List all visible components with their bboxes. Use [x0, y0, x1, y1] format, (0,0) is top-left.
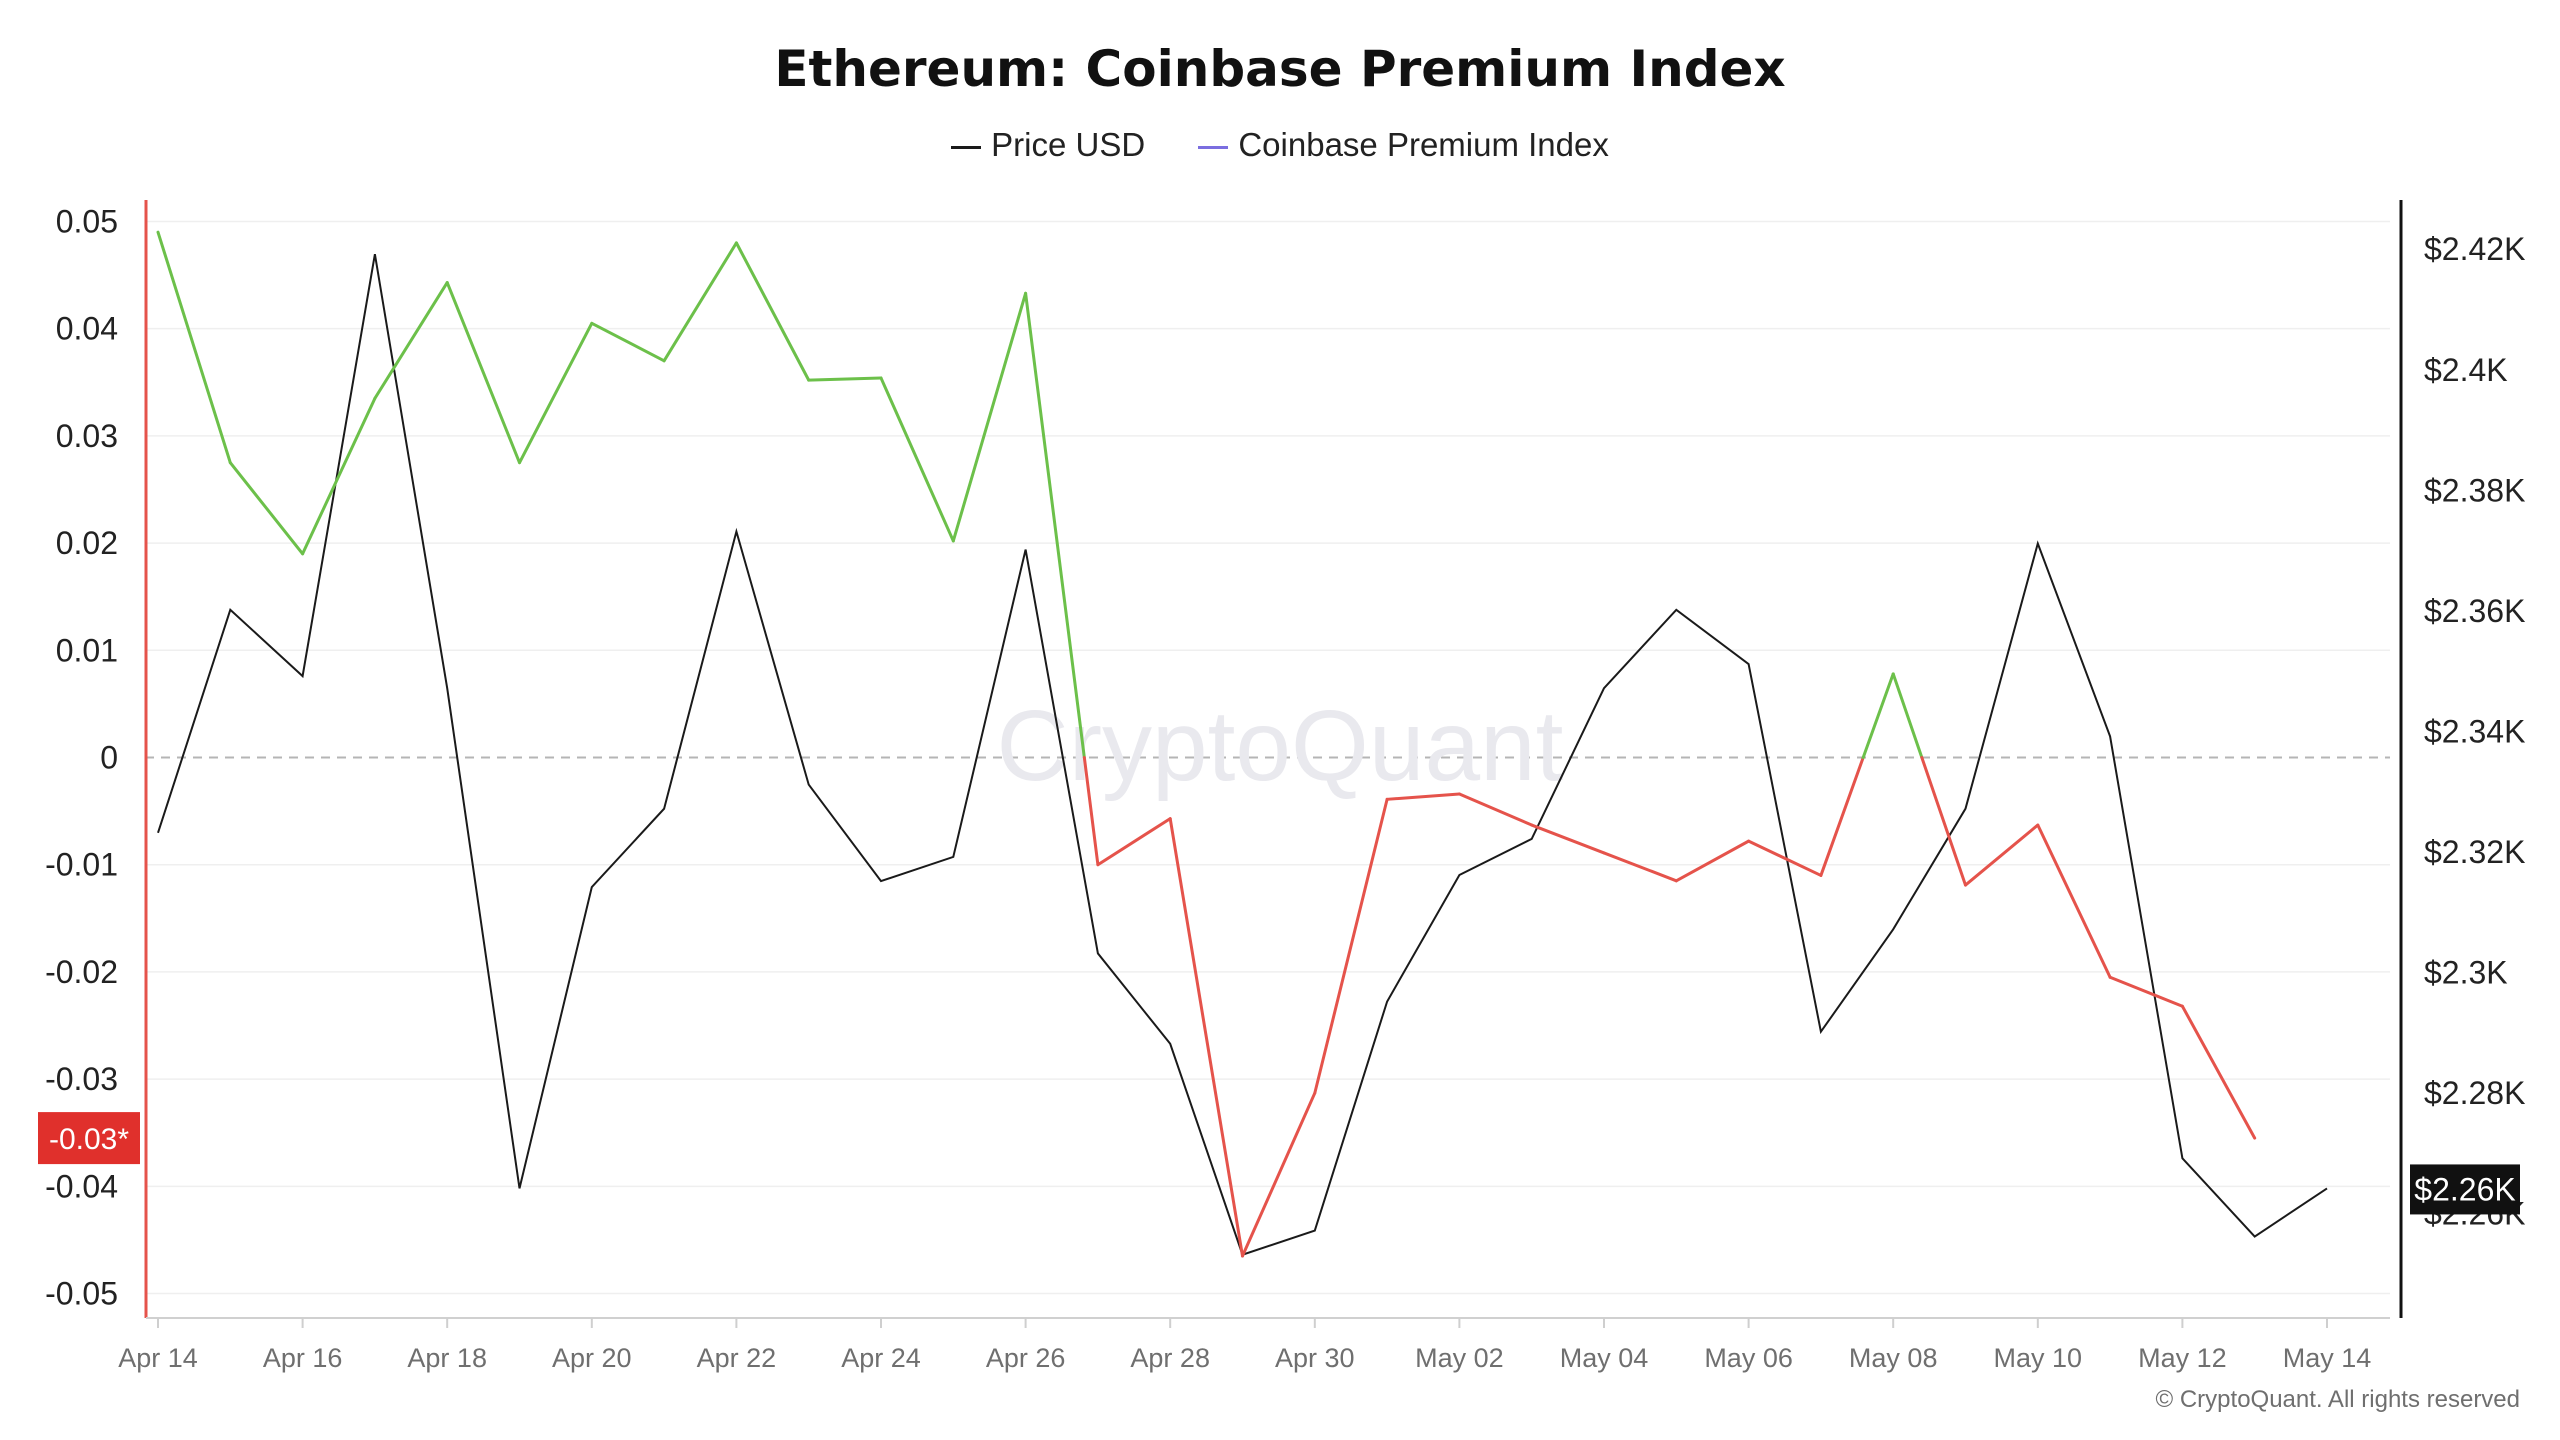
- series-segment-premium: [1674, 839, 1751, 883]
- y-left-tick-label: 0.03: [56, 418, 118, 454]
- series-segment-premium: [1602, 851, 1678, 883]
- current-premium-badge-label: -0.03*: [49, 1123, 129, 1156]
- series-segment-premium: [1964, 823, 2040, 887]
- y-left-tick-label: 0.02: [56, 525, 118, 561]
- y-right-tick-label: $2.42K: [2424, 231, 2525, 267]
- series-segment-premium: [228, 461, 305, 556]
- series-layer: [156, 230, 2328, 1258]
- x-tick-label: Apr 20: [552, 1343, 632, 1373]
- axis-layer: 0.05 0.04 0.03 0.02 0.01 0 -0.01 -0.02 -0.03 -0.0…: [45, 200, 2525, 1373]
- x-tick-label: May 02: [1415, 1343, 1504, 1373]
- series-segment-premium: [1747, 839, 1823, 877]
- series-segment-premium: [1457, 792, 1534, 827]
- current-premium-badge: [38, 1112, 140, 1165]
- series-segment-premium: [1920, 756, 1967, 887]
- y-right-tick-label: $2.32K: [2424, 834, 2525, 870]
- series-segment-premium: [1082, 756, 1100, 867]
- series-segment-premium: [1168, 817, 1244, 1258]
- chart-legend: Price USD Coinbase Premium Index: [0, 126, 2560, 164]
- x-tick-label: Apr 28: [1130, 1343, 1210, 1373]
- series-segment-premium: [301, 396, 377, 556]
- series-segment-premium: [2036, 823, 2112, 979]
- legend-swatch-premium: [1198, 145, 1229, 149]
- y-left-tick-label: 0.04: [56, 311, 118, 347]
- badge-layer: -0.03* $2.26K: [38, 1112, 2520, 1215]
- series-segment-premium: [1819, 756, 1865, 877]
- series-segment-premium: [951, 291, 1028, 543]
- x-tick-label: Apr 16: [263, 1343, 343, 1373]
- y-left-tick-label: 0.05: [56, 203, 118, 239]
- x-tick-label: May 14: [2283, 1343, 2372, 1373]
- y-left-tick-label: -0.01: [45, 847, 118, 883]
- y-right-tick-label: $2.3K: [2424, 954, 2508, 990]
- series-segment-premium: [1313, 797, 1389, 1095]
- series-segment-premium: [2108, 975, 2184, 1008]
- x-tick-label: Apr 26: [986, 1343, 1066, 1373]
- legend-item-price[interactable]: Price USD: [951, 126, 1145, 164]
- x-tick-label: Apr 22: [697, 1343, 777, 1373]
- series-segment-premium: [518, 321, 594, 465]
- copyright-text: © CryptoQuant. All rights reserved: [2155, 1386, 2521, 1413]
- series-segment-premium: [807, 376, 883, 382]
- legend-label-premium: Coinbase Premium Index: [1238, 126, 1609, 163]
- series-segment-premium: [1024, 291, 1086, 759]
- y-right-tick-label: $2.36K: [2424, 593, 2525, 629]
- series-segment-premium: [734, 241, 811, 382]
- y-left-tick-label: 0: [100, 740, 118, 776]
- series-segment-premium: [1385, 792, 1461, 801]
- y-right-tick-label: $2.34K: [2424, 713, 2525, 749]
- legend-item-premium[interactable]: Coinbase Premium Index: [1198, 126, 1609, 164]
- series-segment-premium: [445, 281, 521, 465]
- y-right-tick-label: $2.38K: [2424, 472, 2525, 508]
- series-segment-premium: [373, 281, 449, 400]
- grid-layer: [145, 220, 2390, 1295]
- series-segment-premium: [1241, 1091, 1317, 1258]
- watermark: CryptoQuant: [997, 690, 1564, 802]
- series-segment-premium: [2180, 1004, 2257, 1140]
- y-right-tick-label: $2.4K: [2424, 352, 2508, 388]
- series-segment-premium: [1096, 817, 1172, 867]
- x-tick-label: May 06: [1704, 1343, 1793, 1373]
- x-tick-label: Apr 18: [407, 1343, 487, 1373]
- current-price-badge-label: $2.26K: [2414, 1171, 2515, 1207]
- series-segment-premium: [1530, 823, 1606, 855]
- series-segment-premium: [590, 321, 666, 363]
- x-tick-label: May 12: [2138, 1343, 2227, 1373]
- y-left-tick-label: -0.02: [45, 954, 118, 990]
- x-tick-label: May 08: [1849, 1343, 1938, 1373]
- series-segment-premium: [156, 230, 232, 465]
- current-price-badge: [2410, 1164, 2520, 1215]
- series-segment-premium: [662, 241, 738, 363]
- y-left-tick-label: 0.01: [56, 632, 118, 668]
- x-tick-label: Apr 24: [841, 1343, 921, 1373]
- legend-label-price: Price USD: [991, 126, 1146, 163]
- y-right-tick-label: $2.28K: [2424, 1075, 2525, 1111]
- chart-title: Ethereum: Coinbase Premium Index: [774, 40, 1786, 98]
- legend-swatch-price: [951, 145, 982, 149]
- y-left-tick-label: -0.05: [45, 1276, 118, 1312]
- x-tick-label: Apr 14: [118, 1343, 198, 1373]
- y-left-tick-label: -0.03: [45, 1061, 118, 1097]
- x-tick-label: May 10: [1994, 1343, 2083, 1373]
- series-segment-premium: [879, 376, 955, 543]
- series-segment-premium: [1861, 672, 1895, 759]
- series-segment-premium: [1891, 672, 1924, 759]
- x-tick-label: Apr 30: [1275, 1343, 1355, 1373]
- y-left-tick-label: -0.04: [45, 1168, 118, 1204]
- x-tick-label: May 04: [1560, 1343, 1649, 1373]
